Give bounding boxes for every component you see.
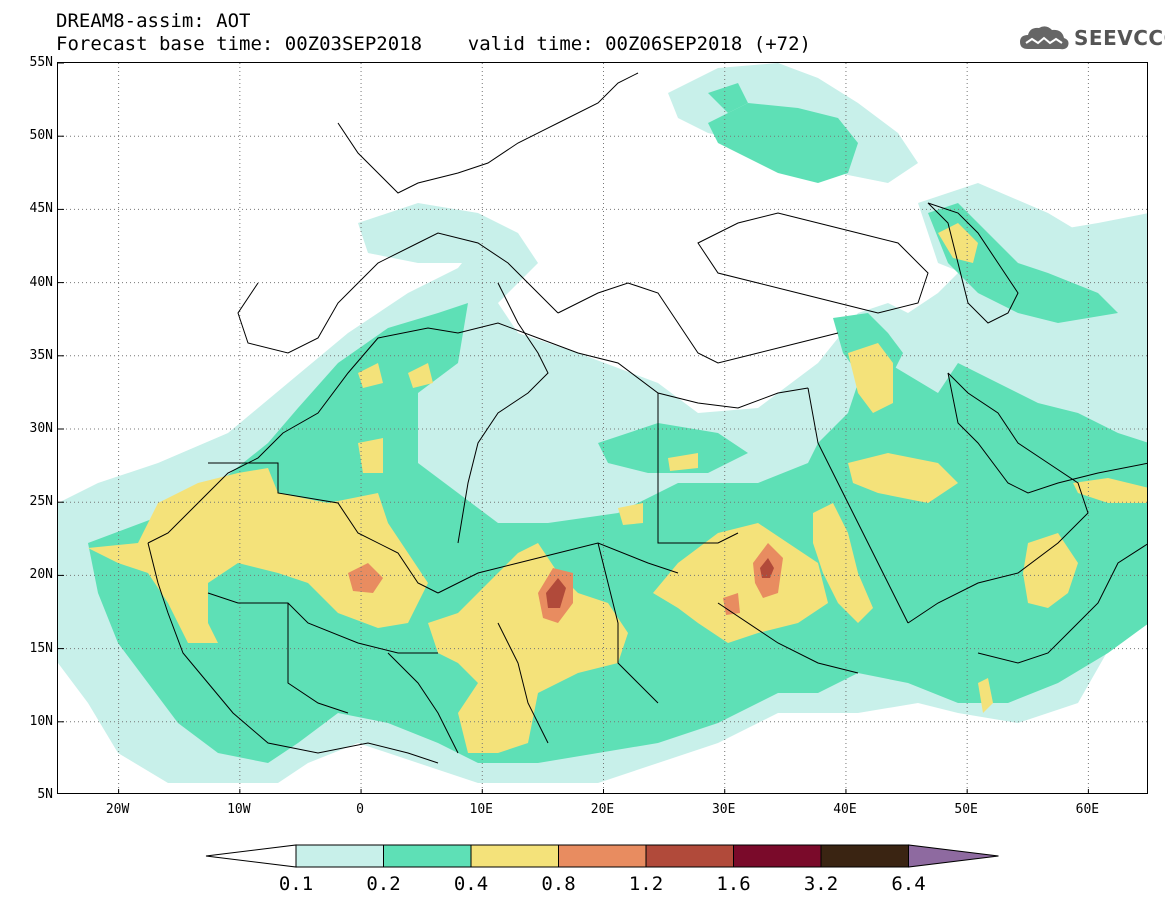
- longitude-label: 40E: [833, 802, 857, 817]
- colorbar-box: [645, 844, 734, 868]
- colorbar-upper-arrow: [908, 844, 999, 868]
- colorbar-box: [558, 844, 647, 868]
- aot-layer-1-2: [546, 558, 774, 608]
- coastlines: [147, 72, 1147, 764]
- colorbar-box: [295, 844, 384, 868]
- latitude-label: 35N: [29, 347, 53, 363]
- chart-title: DREAM8-assim: AOT: [56, 10, 251, 32]
- colorbar-label: 6.4: [891, 873, 926, 895]
- colorbar-label: 0.2: [366, 873, 401, 895]
- longitude-label: 20W: [105, 802, 130, 817]
- colorbar-label: 1.6: [716, 873, 751, 895]
- map-canvas: [58, 63, 1147, 793]
- forecast-time-subtitle: Forecast base time: 00Z03SEP2018 valid t…: [56, 33, 811, 55]
- latitude-label: 25N: [29, 494, 53, 510]
- aot-map: [57, 62, 1148, 794]
- colorbar-box: [820, 844, 909, 868]
- colorbar-label: 0.8: [541, 873, 576, 895]
- cloud-icon: [1020, 26, 1069, 50]
- latitude-label: 20N: [29, 567, 53, 583]
- seevccc-logo: SEEVCCC: [1018, 22, 1165, 54]
- colorbar-label: 3.2: [803, 873, 839, 895]
- colorbar-label: 0.1: [278, 873, 314, 895]
- colorbar-box: [470, 844, 559, 868]
- colorbar-box: [383, 844, 472, 868]
- longitude-label: 10E: [469, 802, 493, 817]
- axis-ticks: [58, 63, 1089, 793]
- colorbar-lower-arrow: [205, 844, 297, 868]
- longitude-label: 60E: [1075, 802, 1100, 817]
- latitude-label: 55N: [29, 55, 53, 70]
- latitude-label: 45N: [29, 201, 53, 217]
- aot-layer-0-4: [88, 223, 1147, 753]
- latitude-label: 30N: [29, 421, 53, 436]
- colorbar-box: [733, 844, 822, 868]
- latitude-label: 10N: [29, 713, 53, 729]
- latitude-label: 50N: [29, 128, 53, 144]
- longitude-label: 20E: [590, 802, 615, 817]
- latitude-label: 15N: [29, 640, 53, 656]
- aot-layer-0-2: [88, 83, 1147, 763]
- colorbar-label: 1.2: [628, 873, 664, 895]
- longitude-label: 50E: [954, 802, 978, 817]
- latitude-label: 5N: [37, 787, 53, 802]
- logo-text: SEEVCCC: [1074, 26, 1165, 50]
- colorbar-boxes: [205, 844, 999, 868]
- latitude-label: 40N: [29, 274, 53, 290]
- longitude-label: 10W: [227, 802, 251, 817]
- longitude-label: 0: [356, 802, 364, 817]
- colorbar-label: 0.4: [453, 873, 489, 895]
- longitude-label: 30E: [711, 802, 736, 817]
